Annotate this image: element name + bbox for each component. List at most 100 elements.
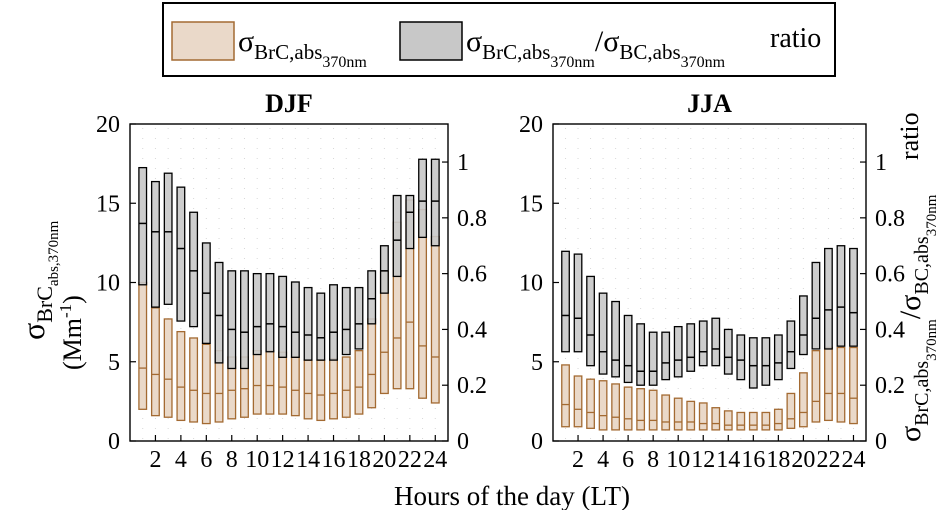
y-right-tick-label: 1 — [457, 150, 469, 176]
ratio-box — [240, 270, 249, 370]
ratio-box — [673, 325, 683, 378]
ratio-box — [748, 337, 758, 389]
x-tick-label: 4 — [175, 447, 187, 473]
ratio-box — [836, 245, 846, 347]
x-tick-label: 8 — [226, 447, 238, 473]
ratio-box — [811, 261, 821, 350]
ratio-box — [824, 247, 833, 350]
brc-box — [176, 330, 186, 422]
ratio-box — [316, 292, 326, 361]
brc-box — [811, 350, 821, 423]
ratio-box — [163, 172, 173, 305]
ylabel-left-unit: (Mm-1) — [56, 295, 87, 370]
ratio-box — [623, 314, 633, 384]
ratio-box — [150, 180, 160, 308]
brc-box — [698, 402, 708, 431]
brc-box — [636, 388, 646, 431]
ylabel-right: σBrC,abs370nm/σBC,abs370nm ratio — [894, 112, 940, 442]
ratio-box — [354, 286, 364, 350]
legend-swatch-brc — [171, 21, 235, 61]
ratio-box — [686, 323, 696, 372]
brc-box — [367, 318, 377, 409]
ratio-box — [176, 186, 186, 322]
ratio-box — [773, 334, 783, 381]
y-right-tick-label: 0.8 — [457, 206, 487, 232]
brc-box — [303, 359, 313, 420]
ratio-box — [648, 331, 658, 386]
y-left-tick-label: 5 — [108, 350, 120, 376]
x-tick-label: 18 — [766, 447, 790, 473]
panel-title: JJA — [687, 89, 732, 118]
y-left-tick-label: 15 — [519, 191, 543, 217]
ylabel-left-symbol: σBrCabs,370nm — [15, 220, 62, 340]
brc-box — [354, 350, 364, 415]
brc-box — [773, 408, 783, 431]
y-right-tick-label: 0.2 — [457, 373, 487, 399]
y-right-tick-label: 0.8 — [875, 206, 905, 232]
x-tick-label: 14 — [716, 447, 740, 473]
brc-box — [648, 389, 658, 431]
y-right-tick-label: 0 — [457, 429, 469, 455]
y-left-tick-label: 0 — [108, 429, 120, 455]
brc-box — [341, 356, 351, 418]
x-tick-label: 24 — [841, 447, 865, 473]
ratio-box — [698, 320, 708, 367]
y-left-tick-label: 10 — [519, 271, 543, 297]
ratio-box — [711, 317, 721, 367]
brc-box — [430, 235, 440, 404]
brc-box — [561, 364, 570, 428]
ratio-box — [849, 247, 858, 347]
xlabel: Hours of the day (LT) — [394, 481, 630, 510]
ratio-box — [252, 272, 262, 356]
x-tick-label: 2 — [572, 447, 584, 473]
brc-box — [761, 411, 771, 431]
panel-title: DJF — [265, 89, 313, 118]
ratio-box — [303, 286, 313, 361]
ratio-box — [379, 245, 389, 294]
brc-box — [252, 350, 262, 415]
brc-box — [686, 400, 696, 431]
ratio-box — [290, 281, 300, 358]
brc-box — [316, 359, 326, 422]
brc-box — [611, 383, 621, 431]
ratio-box — [786, 320, 796, 370]
y-right-tick-label: 0 — [875, 429, 887, 455]
x-tick-label: 6 — [622, 447, 634, 473]
ratio-box — [265, 272, 275, 353]
brc-box — [265, 350, 275, 415]
ratio-box — [611, 300, 621, 378]
ratio-box — [418, 158, 428, 239]
brc-box — [138, 281, 148, 410]
x-tick-label: 10 — [666, 447, 690, 473]
brc-box — [290, 356, 300, 417]
ratio-box — [661, 331, 671, 381]
x-tick-label: 8 — [647, 447, 659, 473]
brc-box — [623, 386, 633, 431]
ratio-box — [189, 211, 199, 328]
ratio-box — [405, 194, 415, 250]
x-tick-label: 24 — [423, 447, 447, 473]
y-left-tick-label: 20 — [519, 112, 543, 138]
brc-box — [723, 410, 733, 431]
ylabel-right-ratio-word: ratio — [895, 112, 924, 160]
legend-ratio-word: ratio — [770, 23, 821, 54]
brc-box — [201, 343, 211, 425]
brc-box — [849, 346, 858, 425]
brc-box — [824, 346, 833, 422]
x-tick-label: 10 — [245, 447, 269, 473]
brc-box — [836, 346, 846, 423]
ratio-box — [736, 334, 746, 381]
brc-box — [150, 307, 160, 417]
y-right-tick-label: 0.6 — [875, 262, 905, 288]
x-tick-label: 20 — [791, 447, 815, 473]
brc-box — [586, 378, 595, 429]
ratio-box — [761, 337, 771, 386]
x-tick-label: 20 — [372, 447, 396, 473]
brc-box — [163, 318, 173, 418]
ratio-box — [798, 295, 808, 356]
legend-frame — [162, 2, 836, 77]
ratio-box — [278, 275, 288, 358]
y-right-tick-label: 0.6 — [457, 262, 487, 288]
